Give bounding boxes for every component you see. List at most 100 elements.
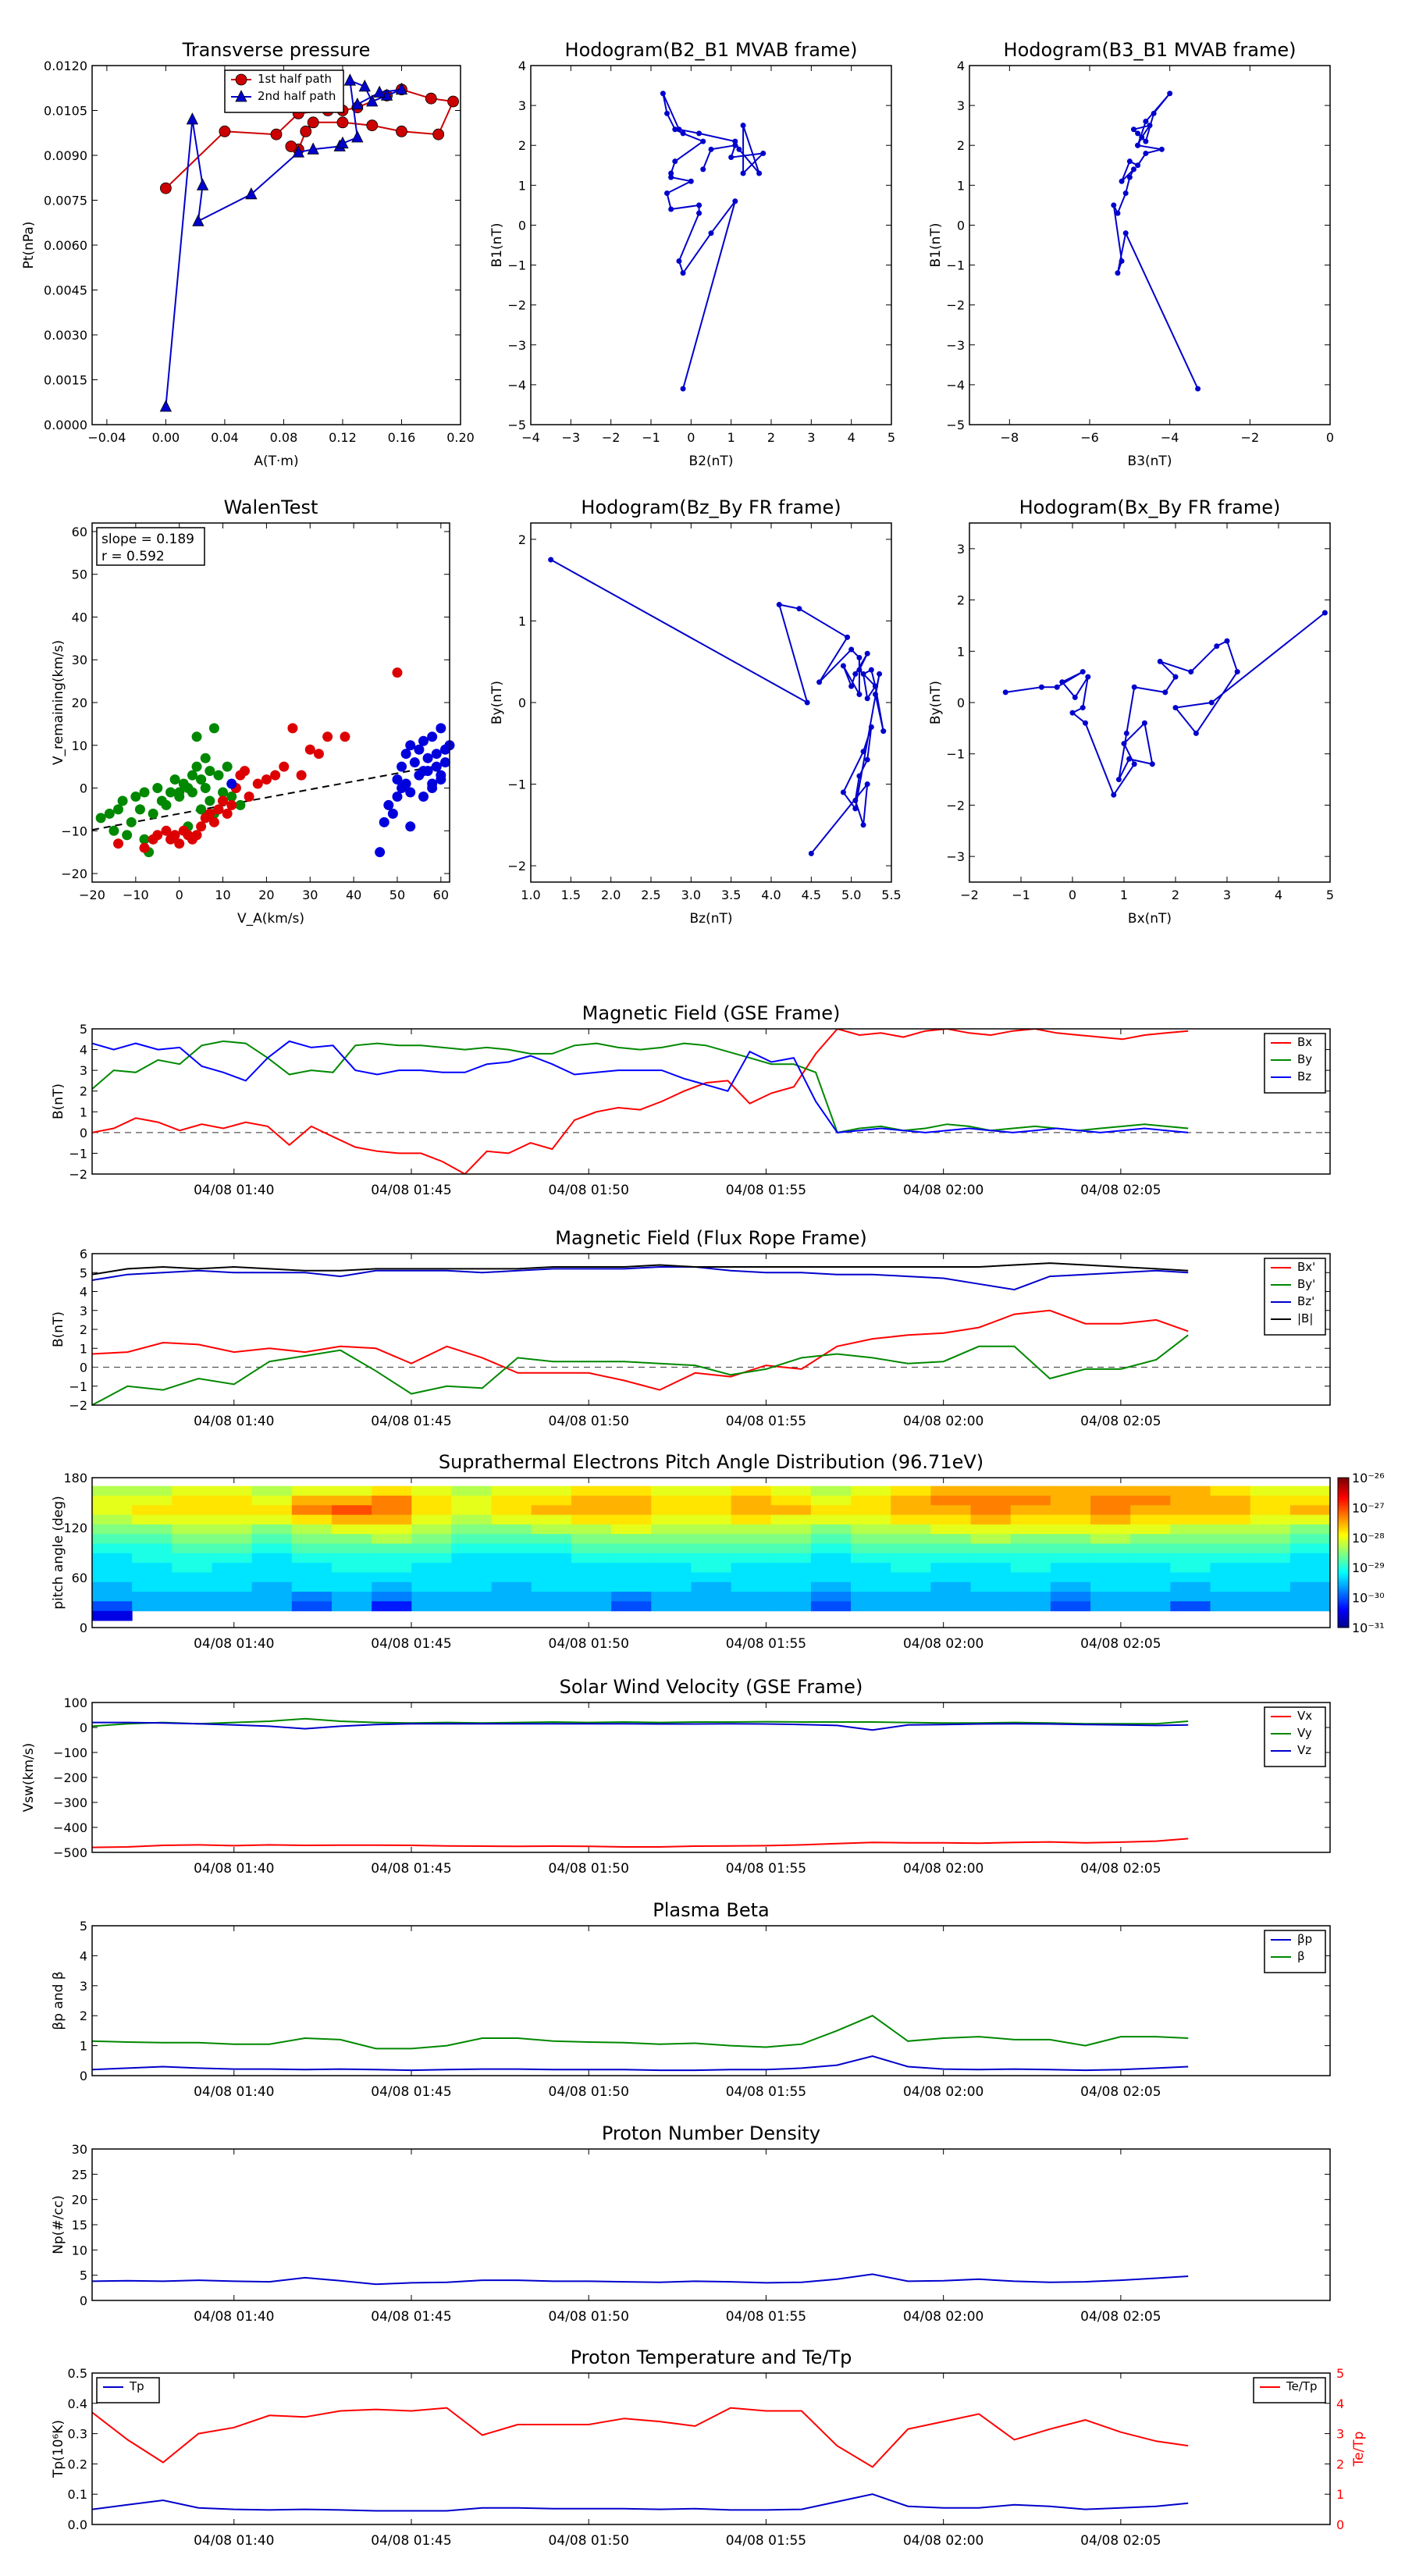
heatmap-cell xyxy=(891,1592,931,1602)
x-tick-label: 50 xyxy=(389,888,405,902)
y-tick-label: 50 xyxy=(72,568,87,582)
scatter-point xyxy=(148,808,158,819)
x-tick-label: −10 xyxy=(123,888,149,902)
heatmap-cell xyxy=(1289,1582,1331,1592)
time-tick-label: 04/08 01:50 xyxy=(549,1636,629,1652)
plot-frame xyxy=(969,65,1331,425)
legend-label: βp xyxy=(1297,1932,1312,1946)
data-point xyxy=(1162,689,1168,696)
heatmap-cell xyxy=(372,1505,412,1516)
heatmap-cell xyxy=(491,1563,532,1573)
x-tick-label: 20 xyxy=(258,888,274,902)
data-point xyxy=(660,91,666,97)
heatmap-cell xyxy=(1010,1592,1051,1602)
heatmap-cell xyxy=(132,1582,173,1592)
data-point xyxy=(1131,761,1137,767)
series-line-2 xyxy=(92,1266,1189,1291)
plot-frame xyxy=(969,522,1331,883)
y-tick-label: 0 xyxy=(957,696,965,710)
heatmap-cell xyxy=(491,1485,532,1496)
scatter-point xyxy=(187,770,197,781)
series-line-0 xyxy=(92,2493,1189,2512)
heatmap-cell xyxy=(411,1524,452,1535)
heatmap-cell xyxy=(851,1582,891,1592)
data-point xyxy=(856,655,863,660)
heatmap-cell xyxy=(1210,1505,1251,1516)
heatmap-cell xyxy=(810,1485,852,1496)
heatmap-cell xyxy=(92,1553,133,1564)
heatmap-cell xyxy=(212,1543,253,1554)
heatmap-cell xyxy=(92,1524,133,1535)
heatmap-cell xyxy=(372,1495,412,1506)
x-tick-label: 5 xyxy=(887,430,895,445)
chart-title: Transverse pressure xyxy=(182,39,371,61)
data-point xyxy=(1121,741,1127,747)
legend-label: Bz' xyxy=(1297,1294,1314,1308)
heatmap-cell xyxy=(531,1582,572,1592)
y-tick-label: −2 xyxy=(946,298,965,313)
data-point xyxy=(808,850,814,856)
plot-area xyxy=(92,2015,1189,2072)
time-tick-label: 04/08 02:05 xyxy=(1080,1636,1161,1652)
legend-label: 1st half path xyxy=(258,72,332,86)
data-point xyxy=(856,773,863,779)
y-tick-label: −1 xyxy=(946,747,965,762)
heatmap-cell xyxy=(651,1592,692,1602)
heatmap-cell xyxy=(92,1534,133,1545)
heatmap-cell xyxy=(331,1592,372,1602)
x-tick-label: 3.5 xyxy=(721,888,741,902)
data-point xyxy=(432,128,445,141)
heatmap-cell xyxy=(691,1572,732,1583)
data-point xyxy=(708,230,714,237)
heatmap-cell xyxy=(1130,1514,1171,1525)
y-axis-label: pitch angle (deg) xyxy=(51,1496,66,1610)
heatmap-cell xyxy=(132,1524,173,1535)
data-point xyxy=(1224,638,1230,644)
heatmap-cell xyxy=(810,1601,852,1612)
scatter-point xyxy=(161,799,172,810)
heatmap-cell xyxy=(251,1514,293,1525)
heatmap-cell xyxy=(132,1601,173,1612)
heatmap-cell xyxy=(1130,1563,1171,1573)
colorbar-segment xyxy=(1338,1505,1349,1508)
scatter-point xyxy=(104,808,115,819)
data-point xyxy=(351,97,364,110)
time-tick-label: 04/08 02:00 xyxy=(903,2084,984,2100)
data-point xyxy=(1126,158,1133,165)
colorbar-segment xyxy=(1338,1580,1349,1583)
time-tick-label: 04/08 02:00 xyxy=(903,1636,984,1652)
heatmap-cell xyxy=(1210,1592,1251,1602)
x-tick-label: 2.5 xyxy=(641,888,660,902)
heatmap-cell xyxy=(251,1495,293,1506)
chart-title: Hodogram(B2_B1 MVAB frame) xyxy=(565,39,858,61)
chart-title: Proton Number Density xyxy=(602,2122,820,2144)
x-tick-label: 1.0 xyxy=(521,888,540,902)
heatmap-cell xyxy=(891,1553,931,1564)
y-tick-label: 1 xyxy=(80,1341,87,1356)
scatter-point xyxy=(108,825,119,836)
heatmap-cell xyxy=(1250,1563,1291,1573)
chart-title: Hodogram(B3_B1 MVAB frame) xyxy=(1004,39,1297,61)
heatmap-cell xyxy=(970,1495,1012,1506)
heatmap-cell xyxy=(970,1524,1012,1535)
series-line-3 xyxy=(92,1262,1189,1276)
time-tick-label: 04/08 01:55 xyxy=(726,1861,806,1877)
y-tick-label: 0 xyxy=(518,218,526,233)
heatmap-cell xyxy=(451,1592,493,1602)
heatmap-cell xyxy=(331,1582,372,1592)
heatmap-cell xyxy=(451,1534,493,1545)
heatmap-cell xyxy=(1210,1563,1251,1573)
heatmap-cell xyxy=(251,1553,293,1564)
heatmap-cell xyxy=(531,1485,572,1496)
data-point xyxy=(1085,674,1091,680)
data-point xyxy=(351,130,364,143)
heatmap-cell xyxy=(731,1495,772,1506)
heatmap-cell xyxy=(331,1572,372,1583)
y-tick-label: 15 xyxy=(72,2218,87,2233)
heatmap-cell xyxy=(891,1524,931,1535)
y-tick-label: 6 xyxy=(80,1247,87,1261)
heatmap-cell xyxy=(1090,1543,1131,1554)
heatmap-cell xyxy=(1250,1485,1291,1496)
x-tick-label: −4 xyxy=(521,430,540,445)
heatmap-cell xyxy=(1130,1553,1171,1564)
